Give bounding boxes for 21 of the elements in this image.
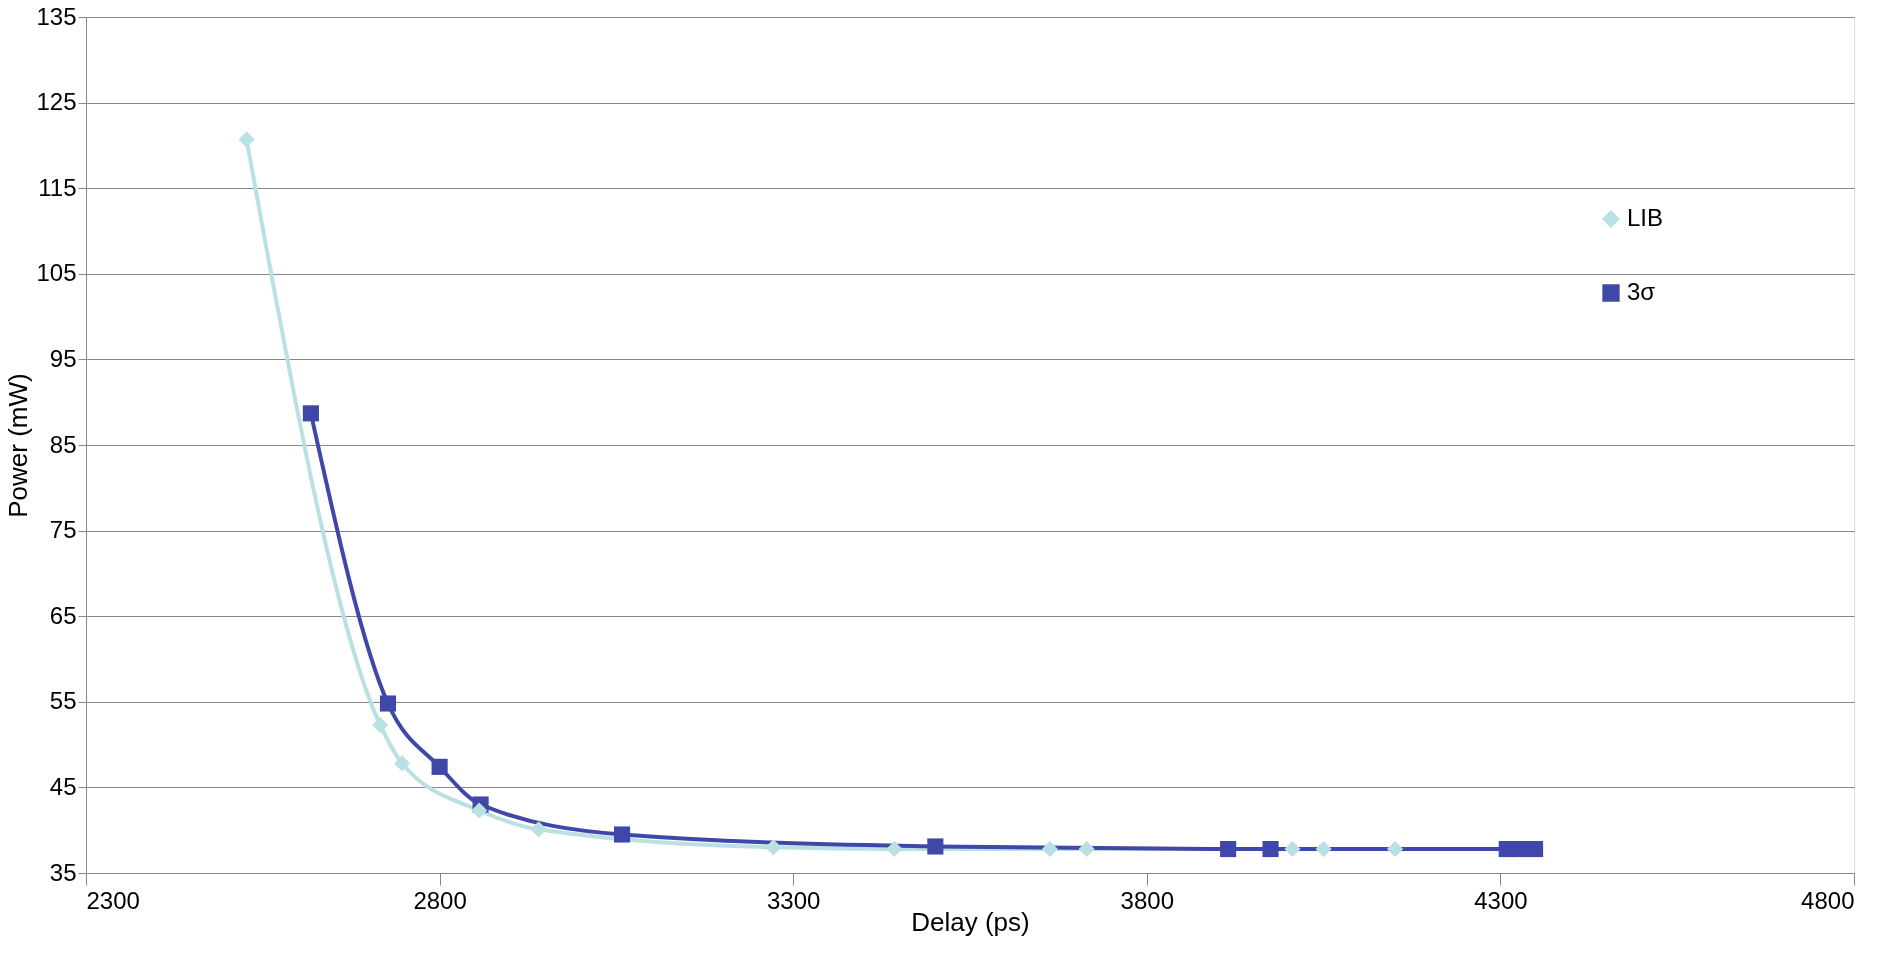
y-tick-label: 135 bbox=[36, 2, 77, 30]
y-tick-label: 35 bbox=[49, 858, 77, 886]
y-tick-label: 95 bbox=[49, 344, 77, 372]
y-tick-label: 115 bbox=[38, 173, 77, 201]
y-tick-label: 85 bbox=[49, 430, 77, 458]
y-tick-label: 45 bbox=[49, 772, 77, 800]
x-tick-label: 2300 bbox=[86, 886, 140, 914]
y-tick-label: 105 bbox=[36, 259, 77, 287]
x-tick-label: 4800 bbox=[1801, 886, 1855, 914]
x-tick-label: 4300 bbox=[1474, 886, 1528, 914]
y-tick-label: 65 bbox=[49, 601, 77, 629]
y-tick-label: 55 bbox=[49, 687, 77, 715]
x-tick-label: 2800 bbox=[413, 886, 467, 914]
y-axis-title: Power (mW) bbox=[3, 373, 34, 518]
legend-label: 3σ bbox=[1627, 278, 1656, 305]
x-axis-title: Delay (ps) bbox=[911, 906, 1030, 937]
y-tick-label: 75 bbox=[49, 516, 77, 544]
x-tick-label: 3300 bbox=[767, 886, 821, 914]
x-tick-label: 3800 bbox=[1120, 886, 1174, 914]
y-tick-label: 125 bbox=[36, 88, 77, 116]
legend-label: LIB bbox=[1627, 204, 1664, 231]
